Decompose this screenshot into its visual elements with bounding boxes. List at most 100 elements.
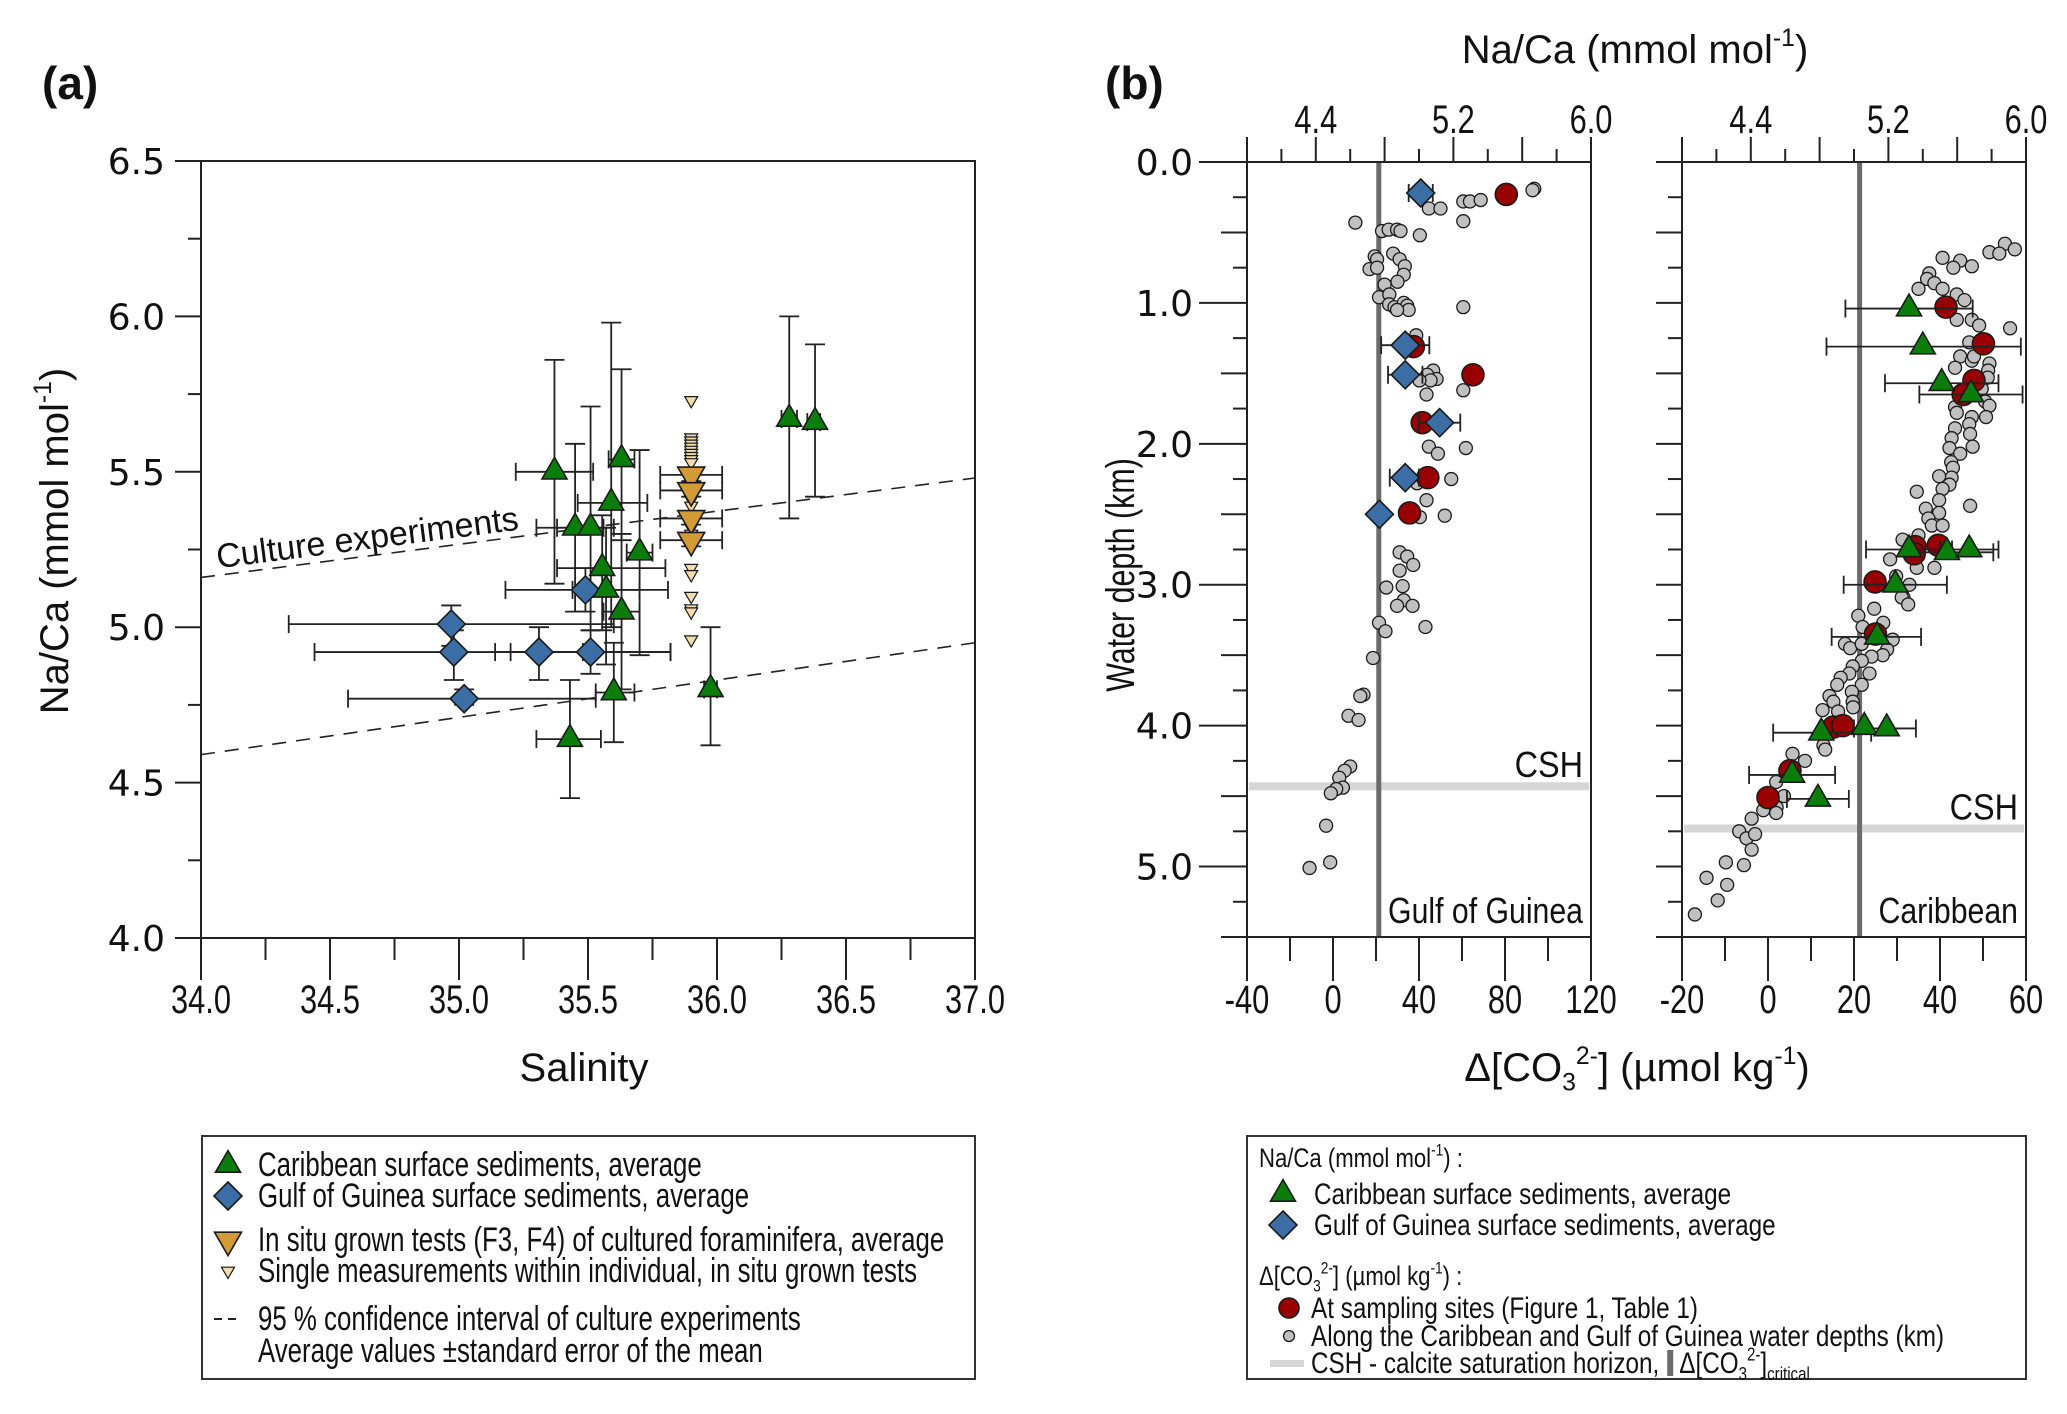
delta-co3-profile-point <box>1797 753 1813 769</box>
x-tick-label: 36.5 <box>816 977 876 1022</box>
x-tick-label: 34.0 <box>171 977 231 1022</box>
superscript: -1 <box>1430 1259 1442 1278</box>
gulf-of-guinea-point <box>1390 359 1421 390</box>
csh-label: CSH <box>1950 788 2018 828</box>
delta-co3-profile-point <box>1931 493 1947 508</box>
superscript: -1 <box>1773 25 1795 52</box>
x-tick-label: 36.0 <box>687 977 747 1022</box>
legend-item: Single measurements within individual, i… <box>220 1253 917 1290</box>
panel-b-chart: 0.0 1.0 2.0 3.0 4.0 5.0 4.4 5.2 6.0 -40 0 40 80 120 Gu… <box>1098 25 2047 1096</box>
critical-line-icon <box>1667 1350 1674 1376</box>
gulf-of-guinea-point <box>1424 407 1455 438</box>
caribbean-point <box>1927 367 1956 392</box>
delta-co3-profile-point <box>1953 446 1968 461</box>
legend-header-delta-co3: Δ[CO32-] (µmol kg-1) : <box>1259 1259 1462 1295</box>
label-segment: ) <box>33 368 77 381</box>
delta-co3-profile-point <box>1458 440 1474 456</box>
caribbean-point <box>607 443 636 468</box>
gulf-of-guinea-point <box>1390 462 1421 493</box>
sampling-site-point <box>1756 785 1780 810</box>
legend-marker-icon <box>1278 1297 1300 1319</box>
label-segment: Δ[CO <box>1679 1346 1738 1380</box>
single-measurement-point <box>683 458 699 472</box>
delta-co3-profile-point <box>1395 578 1410 594</box>
caribbean-point <box>599 676 628 701</box>
caribbean-point <box>1872 712 1901 737</box>
legend-marker-icon <box>214 1149 242 1173</box>
x-tick-label: 37.0 <box>945 977 1005 1022</box>
subscript: 3 <box>1562 1070 1576 1097</box>
bottom-axis-tick-label: 80 <box>1488 977 1522 1022</box>
delta-co3-profile-point <box>1379 580 1394 595</box>
legend-header-na-ca: Na/Ca (mmol mol-1) : <box>1259 1141 1463 1173</box>
gulf-of-guinea-point <box>438 636 469 668</box>
caribbean-point <box>1908 330 1937 355</box>
label-segment: Δ[CO <box>1259 1262 1313 1292</box>
delta-co3-profile-point <box>1456 383 1471 398</box>
panel-b-label: (b) <box>1105 57 1164 109</box>
delta-co3-profile-point <box>1412 228 1428 243</box>
y-tick-label: 0.0 <box>1136 143 1193 184</box>
legend-marker-icon <box>1282 1329 1296 1343</box>
panel-a-chart: 4.0 4.5 5.0 5.5 6.0 6.5 34.0 34.5 35.0 35.5 36.0 36… <box>30 142 1005 1090</box>
caribbean-point <box>556 723 584 748</box>
delta-co3-profile-point <box>1323 855 1338 870</box>
delta-co3-profile-point <box>1348 215 1363 230</box>
legend-panel-b: Na/Ca (mmol mol-1) :Caribbean surface se… <box>1246 1135 2027 1385</box>
delta-co3-profile-point <box>1935 281 1950 296</box>
sampling-site-point <box>1461 362 1485 387</box>
csh-label: CSH <box>1515 746 1583 786</box>
sampling-site-point <box>1971 331 1996 356</box>
delta-co3-profile-point <box>1430 446 1446 461</box>
label-segment: ) <box>1796 1046 1809 1090</box>
delta-co3-profile-point <box>1699 870 1714 885</box>
delta-co3-profile-point <box>1393 223 1408 239</box>
gulf-of-guinea-point <box>449 683 480 714</box>
delta-co3-profile-point <box>1747 826 1763 842</box>
bottom-axis-tick-label: 40 <box>1402 977 1436 1022</box>
delta-co3-profile-point <box>1525 183 1540 198</box>
delta-co3-profile-point <box>2007 242 2022 257</box>
in-situ-average-point <box>676 466 707 493</box>
y-tick-label: 4.5 <box>108 764 165 805</box>
legend-marker-icon <box>220 1266 236 1280</box>
legend-label: 95 % confidence interval of culture expe… <box>258 1301 801 1338</box>
y-tick-label: 6.5 <box>108 142 165 183</box>
y-tick-label: 6.0 <box>108 297 165 338</box>
top-axis-tick-label: 5.2 <box>1867 97 1910 142</box>
label-segment: ] <box>1760 1346 1767 1380</box>
legend-label: Gulf of Guinea surface sediments, averag… <box>258 1178 749 1215</box>
delta-co3-profile-point <box>1935 518 1950 533</box>
delta-co3-profile-point <box>1962 426 1978 442</box>
label-segment: ) <box>1795 28 1808 72</box>
caribbean-point <box>801 405 829 431</box>
delta-co3-profile-point <box>1369 260 1385 275</box>
superscript: 2- <box>1747 1344 1760 1365</box>
caribbean-point <box>1778 758 1806 784</box>
delta-co3-profile-point <box>1318 818 1334 833</box>
delta-co3-profile-point <box>1473 192 1488 208</box>
legend-item-csh: CSH - calcite saturation horizon, Δ[CO32-… <box>1270 1344 1810 1385</box>
caribbean-point <box>592 573 620 598</box>
label-segment: ) : <box>1443 1144 1463 1174</box>
delta-co3-profile-point <box>1949 405 1964 420</box>
caribbean-point <box>1933 536 1961 561</box>
delta-co3-profile-point <box>1419 493 1434 508</box>
legend-item: At sampling sites (Figure 1, Table 1) <box>1278 1291 1698 1325</box>
delta-co3-profile-point <box>1351 712 1366 728</box>
top-axis-label: Na/Ca (mmol mol-1) <box>1462 25 1809 72</box>
y-tick-label: 2.0 <box>1136 425 1193 466</box>
legend-item: Caribbean surface sediments, average <box>214 1147 702 1184</box>
subscript: critical <box>1767 1364 1810 1385</box>
delta-co3-profile-point <box>1962 498 1978 513</box>
sampling-site-point <box>1934 295 1958 319</box>
delta-co3-profile-point <box>1947 360 1963 375</box>
legend-marker-icon <box>213 1231 243 1258</box>
superscript: -1 <box>1774 1043 1796 1070</box>
delta-co3-profile-point <box>1830 677 1845 692</box>
label-segment: ] (µmol kg <box>1598 1046 1774 1090</box>
gulf-of-guinea-point <box>575 636 606 668</box>
delta-co3-profile-point <box>2002 321 2018 336</box>
legend-marker-icon <box>212 1180 244 1212</box>
legend-critical-label: Δ[CO32-]critical <box>1679 1344 1810 1385</box>
